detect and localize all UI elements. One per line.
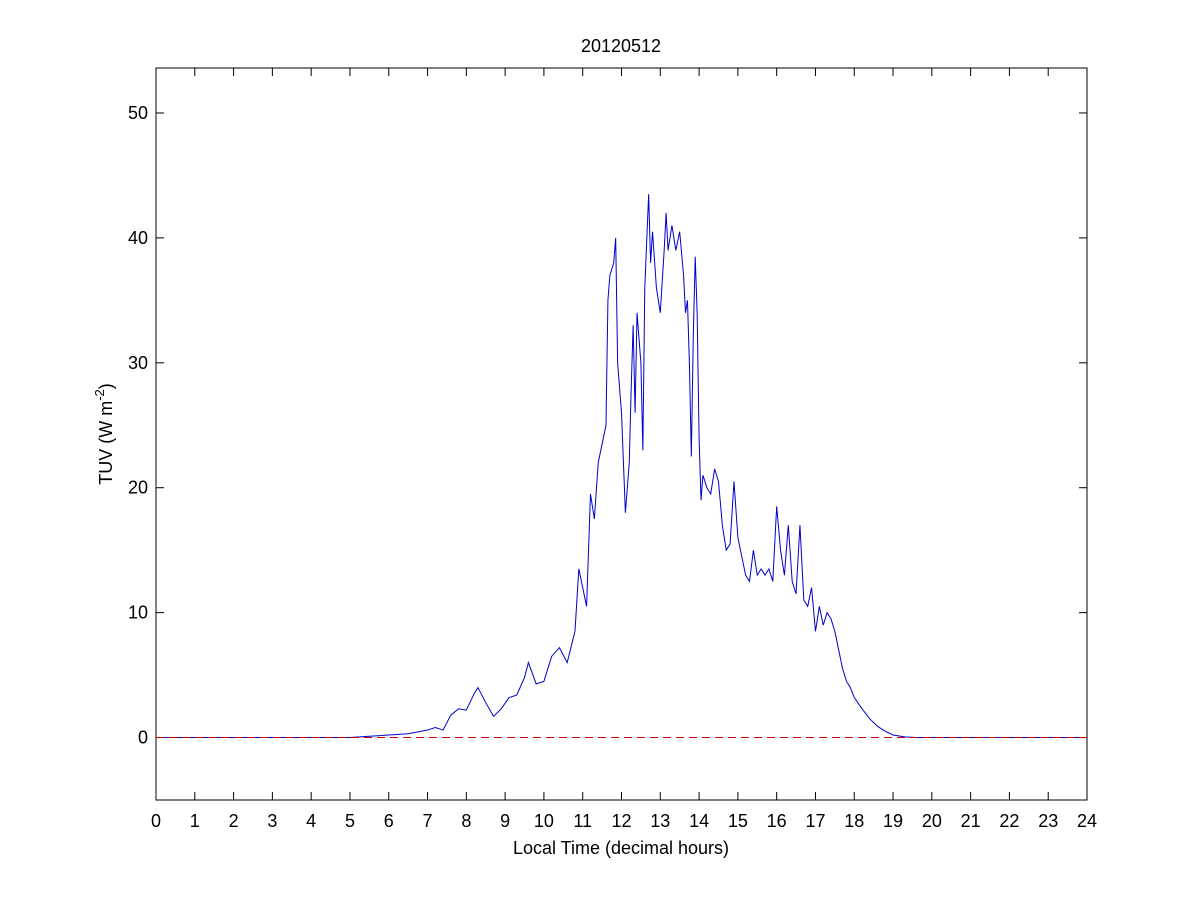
- x-tick-label: 23: [1038, 811, 1058, 831]
- x-tick-label: 10: [534, 811, 554, 831]
- x-tick-label: 4: [306, 811, 316, 831]
- x-tick-label: 20: [922, 811, 942, 831]
- x-tick-label: 17: [805, 811, 825, 831]
- x-tick-label: 9: [500, 811, 510, 831]
- x-tick-label: 16: [767, 811, 787, 831]
- x-tick-label: 2: [229, 811, 239, 831]
- y-label-text: TUV (W m: [96, 401, 116, 485]
- chart-title: 20120512: [581, 36, 661, 56]
- x-axis-label: Local Time (decimal hours): [513, 838, 729, 858]
- x-tick-label: 7: [423, 811, 433, 831]
- x-tick-label: 1: [190, 811, 200, 831]
- x-tick-label: 8: [461, 811, 471, 831]
- y-tick-label: 0: [138, 728, 148, 748]
- x-tick-label: 11: [573, 811, 592, 831]
- x-tick-label: 13: [650, 811, 670, 831]
- y-label-superscript: -2: [92, 389, 107, 401]
- x-tick-label: 19: [883, 811, 903, 831]
- x-tick-label: 21: [961, 811, 981, 831]
- y-axis-label: TUV (W m-2): [92, 383, 116, 485]
- x-tick-label: 22: [999, 811, 1019, 831]
- y-tick-label: 40: [128, 228, 148, 248]
- y-tick-label: 50: [128, 103, 148, 123]
- x-tick-label: 24: [1077, 811, 1097, 831]
- y-tick-label: 30: [128, 353, 148, 373]
- x-tick-label: 12: [611, 811, 631, 831]
- y-tick-label: 10: [128, 603, 148, 623]
- x-tick-label: 6: [384, 811, 394, 831]
- y-label-suffix: ): [96, 383, 116, 389]
- series-line: [156, 194, 1087, 739]
- x-tick-label: 18: [844, 811, 864, 831]
- x-tick-label: 5: [345, 811, 355, 831]
- x-tick-label: 3: [267, 811, 277, 831]
- y-tick-label: 20: [128, 478, 148, 498]
- x-tick-label: 0: [151, 811, 161, 831]
- x-tick-label: 14: [689, 811, 709, 831]
- x-tick-label: 15: [728, 811, 748, 831]
